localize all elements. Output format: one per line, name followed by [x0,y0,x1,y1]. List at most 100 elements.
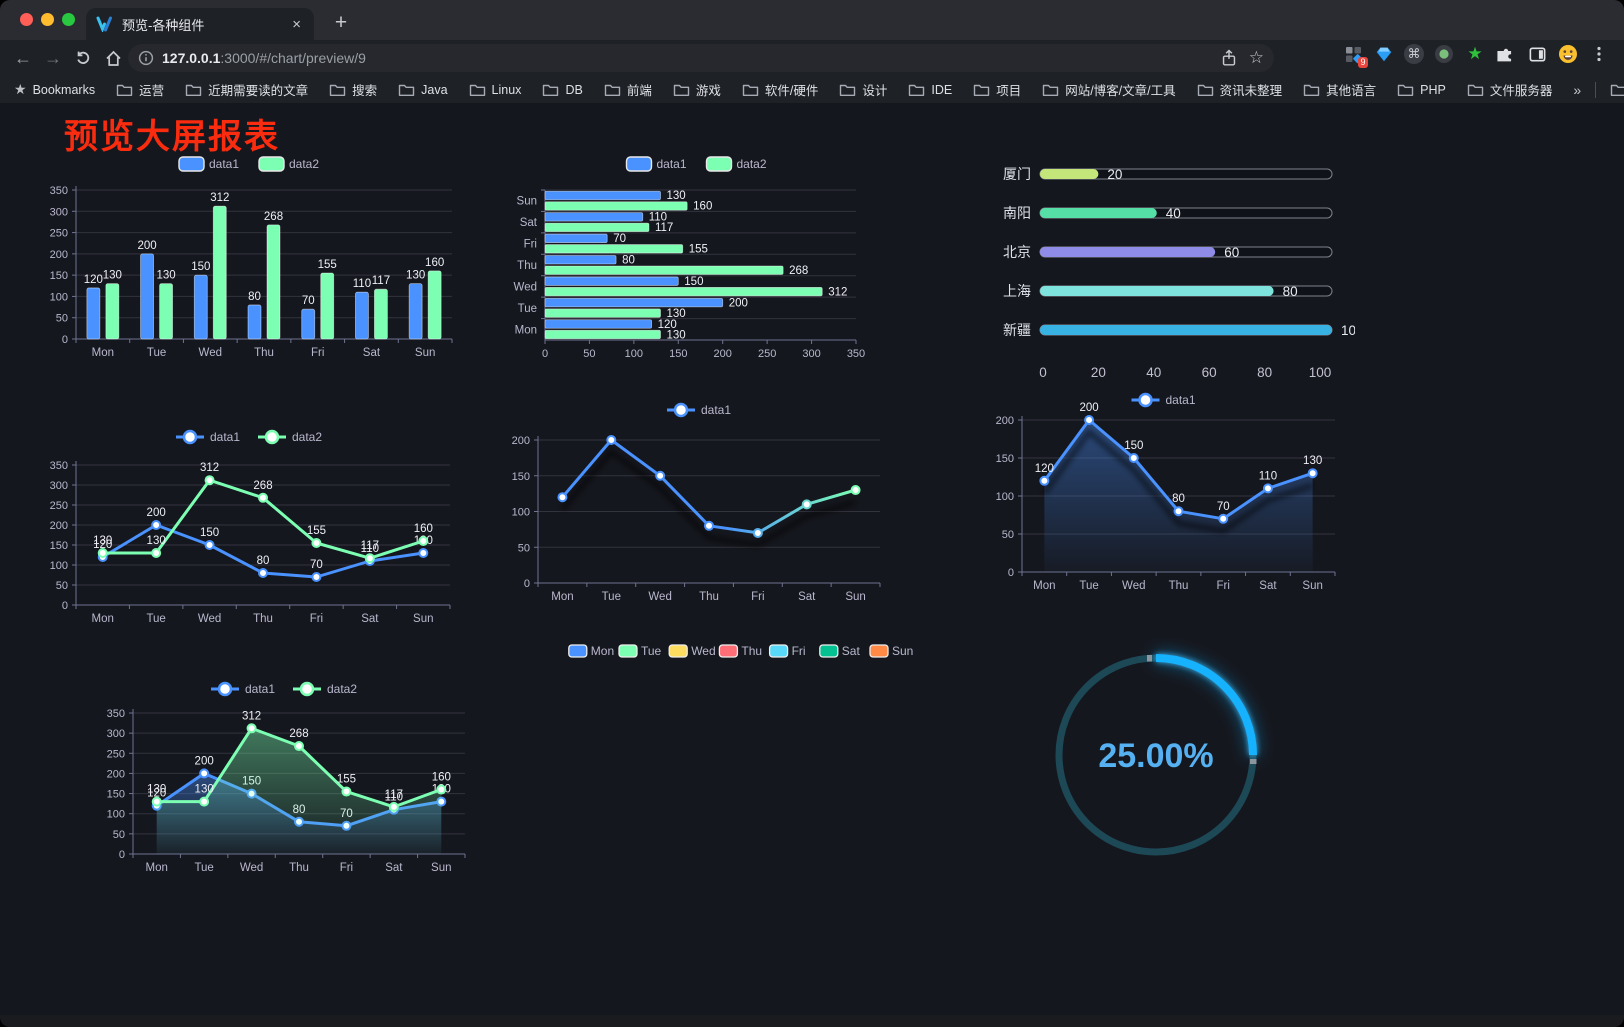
bar[interactable] [408,283,423,340]
legend-item[interactable]: data1 [176,429,240,445]
data-point[interactable] [1173,506,1184,517]
extensions-puzzle-icon[interactable] [1495,43,1517,65]
other-bookmarks-folder[interactable]: 其他书签 [1610,80,1624,99]
bar[interactable] [544,201,688,211]
data-point[interactable] [204,475,215,486]
url-text[interactable]: 127.0.0.1:3000/#/chart/preview/9 [162,50,1219,66]
bar[interactable] [544,244,684,254]
data-point[interactable] [418,548,429,558]
data-point[interactable] [246,723,257,734]
legend-item[interactable]: data2 [293,681,357,697]
bar[interactable] [544,329,661,340]
bar[interactable] [320,272,335,340]
legend-item[interactable]: data2 [705,156,767,172]
back-button[interactable]: ← [14,47,32,68]
bookmarks-overflow-chevron[interactable]: » [1573,81,1582,98]
tab-close-icon[interactable]: × [292,15,301,33]
bar[interactable] [544,319,653,329]
address-bar[interactable]: 127.0.0.1:3000/#/chart/preview/9 ☆ [128,44,1274,72]
minimize-window-button[interactable] [41,13,54,26]
data-point[interactable] [418,536,429,546]
bookmark-folder[interactable]: 文件服务器 [1467,80,1552,99]
extension-grid-icon[interactable]: 9 [1342,43,1368,68]
bookmark-folder[interactable]: 网站/博客/文章/工具 [1042,80,1176,99]
bookmark-folder[interactable]: Java [398,83,448,97]
bookmark-folder[interactable]: DB [542,83,583,97]
bookmark-folder[interactable]: 项目 [973,80,1021,99]
legend-item[interactable]: Fri [768,644,806,658]
bookmark-folder[interactable]: 资讯未整理 [1197,80,1282,99]
forward-button[interactable]: → [44,47,62,68]
bar[interactable] [86,287,101,340]
legend-item[interactable]: data1 [625,156,687,172]
bookmark-folder[interactable]: Linux [469,83,521,97]
data-point[interactable] [151,548,162,558]
side-panel-icon[interactable] [1526,43,1548,65]
browser-menu-icon[interactable] [1588,43,1610,65]
bookmarks-manager-item[interactable]: ★ Bookmarks [14,81,95,98]
chart-progress-bars[interactable]: 厦门 20 南阳 40 北京 60 上海 80 新疆 100 0 20 40 60 80 100 [985,150,1355,390]
legend-item[interactable]: Tue [618,644,662,658]
data-point[interactable] [557,492,568,503]
bar[interactable] [544,297,724,308]
legend-item[interactable]: Wed [668,644,716,658]
bar[interactable] [544,276,679,286]
data-point[interactable] [294,741,304,752]
record-extension-icon[interactable] [1433,43,1455,65]
legend-item[interactable]: Sat [819,644,861,658]
data-point[interactable] [704,520,714,531]
reload-button[interactable] [68,43,98,73]
bar[interactable] [544,233,608,243]
close-window-button[interactable] [20,13,33,26]
legend-item[interactable]: data1 [1131,392,1196,408]
bar[interactable] [544,287,823,297]
data-point[interactable] [1218,513,1229,524]
bar[interactable] [159,283,173,340]
bookmark-folder[interactable]: 运营 [116,80,164,99]
cmd-extension-icon[interactable]: ⌘ [1404,44,1424,64]
data-point[interactable] [199,768,210,779]
chart-horizontal-bar[interactable]: data1 data2 0 50 100 150 200 250 300 350 Sun 130 160… [505,150,890,370]
data-point[interactable] [199,796,210,807]
bar[interactable] [544,255,617,265]
bar[interactable] [544,265,784,275]
bookmark-folder[interactable]: 其他语言 [1303,80,1376,99]
site-info-icon[interactable] [138,50,154,66]
data-point[interactable] [97,548,108,558]
legend-item[interactable]: data1 [178,156,239,172]
chart-donut-pie[interactable]: Mon Tue Wed Thu Fri Sat Sun [545,633,935,903]
data-point[interactable] [151,796,162,807]
legend-item[interactable]: data2 [258,156,319,172]
data-point[interactable] [388,801,399,812]
data-point[interactable] [151,520,162,530]
data-point[interactable] [1039,475,1050,486]
chart-line-gradient[interactable]: data1 0 50 100 150 200 Mon Tue Wed Thu Fri Sat Sun [490,396,910,611]
bar[interactable] [544,222,650,233]
bar[interactable] [544,212,644,222]
data-point[interactable] [204,540,215,550]
chart-area-two-series[interactable]: data1 data2 0 50 100 150 200 250 300 350 Mon Tue Wed… [95,675,475,890]
bookmark-folder[interactable]: 近期需要读的文章 [185,80,308,99]
bar[interactable] [301,308,316,340]
data-point[interactable] [258,568,268,578]
data-point[interactable] [1128,453,1139,463]
bookmark-folder[interactable]: 设计 [839,80,887,99]
bar[interactable] [247,304,262,340]
data-point[interactable] [655,470,666,481]
bar[interactable] [193,274,208,340]
bar[interactable] [355,291,369,340]
data-point[interactable] [850,485,861,496]
data-point[interactable] [752,527,763,538]
legend-item[interactable]: Thu [718,644,762,658]
new-tab-button[interactable]: + [334,11,348,34]
bar[interactable] [544,190,661,201]
chart-gauge[interactable]: 25.00% [1036,638,1276,886]
bar[interactable] [374,288,388,340]
bar[interactable] [427,270,442,340]
bookmark-folder[interactable]: IDE [908,83,952,97]
data-point[interactable] [1262,483,1273,494]
chart-line-two-series[interactable]: data1 data2 0 50 100 150 200 250 300 350 Mon Tue Wed… [40,423,460,641]
bookmark-star-icon[interactable]: ☆ [1248,48,1264,67]
data-point[interactable] [1307,468,1318,479]
bar[interactable] [105,283,120,340]
